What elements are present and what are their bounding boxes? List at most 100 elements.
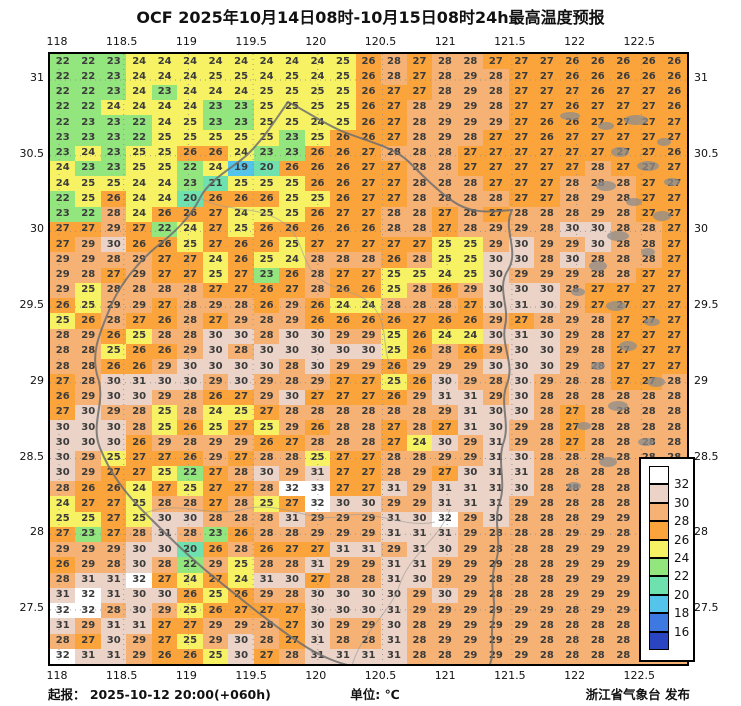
temp-cell: 26 <box>177 450 203 466</box>
temp-cell: 28 <box>610 267 637 283</box>
temp-cell: 23 <box>100 145 127 161</box>
axis-tick-label: 119 <box>175 35 197 48</box>
temp-cell: 27 <box>202 221 229 237</box>
temp-cell: 27 <box>559 84 586 100</box>
temp-cell: 25 <box>432 237 458 253</box>
axis-tick-label: 120.5 <box>364 669 397 682</box>
temp-cell: 28 <box>406 176 433 192</box>
temp-cell: 27 <box>330 481 356 497</box>
temp-cell: 26 <box>253 542 280 558</box>
temp-cell: 27 <box>508 69 535 85</box>
temp-cell: 29 <box>406 603 433 619</box>
temp-cell: 28 <box>585 176 611 192</box>
temp-cell: 29 <box>126 267 152 283</box>
temp-cell: 31 <box>457 481 484 497</box>
temp-cell: 28 <box>483 191 509 207</box>
temp-cell: 30 <box>75 435 101 451</box>
temp-cell: 27 <box>457 298 484 314</box>
temp-cell: 31 <box>406 542 433 558</box>
temp-cell: 28 <box>381 404 407 420</box>
temp-cell: 29 <box>508 618 535 634</box>
temp-cell: 28 <box>100 282 127 298</box>
temp-cell: 31 <box>457 420 484 436</box>
temp-cell: 29 <box>432 359 458 375</box>
temp-cell: 27 <box>279 618 305 634</box>
temp-cell: 23 <box>100 84 127 100</box>
temp-cell: 28 <box>151 328 178 344</box>
temp-cell: 23 <box>100 69 127 85</box>
temp-cell: 28 <box>610 191 637 207</box>
temp-cell: 28 <box>432 176 458 192</box>
temp-cell: 27 <box>355 191 382 207</box>
temp-cell: 29 <box>559 237 586 253</box>
temp-cell: 26 <box>355 84 382 100</box>
colorbar-swatch <box>649 521 669 540</box>
temp-cell: 30 <box>253 359 280 375</box>
temp-cell: 25 <box>202 648 229 664</box>
temp-cell: 30 <box>534 343 560 359</box>
axis-tick-label: 120.5 <box>364 35 397 48</box>
temp-cell: 28 <box>355 435 382 451</box>
temp-cell: 27 <box>661 176 687 192</box>
temp-cell: 25 <box>151 145 178 161</box>
temp-cell: 24 <box>202 160 229 176</box>
temp-cell: 30 <box>355 603 382 619</box>
temp-cell: 24 <box>177 221 203 237</box>
temp-cell: 29 <box>559 542 586 558</box>
temp-cell: 29 <box>330 328 356 344</box>
temp-cell: 30 <box>126 587 152 603</box>
temp-cell: 29 <box>100 404 127 420</box>
temp-cell: 26 <box>381 359 407 375</box>
temp-cell: 23 <box>228 115 254 131</box>
temp-cell: 27 <box>355 237 382 253</box>
temp-cell: 31 <box>483 496 509 512</box>
temp-cell: 30 <box>585 221 611 237</box>
temp-cell: 29 <box>457 374 484 390</box>
temp-cell: 28 <box>610 176 637 192</box>
colorbar-swatch <box>649 576 669 595</box>
temp-cell: 25 <box>228 69 254 85</box>
temp-cell: 27 <box>610 374 637 390</box>
temp-cell: 30 <box>151 374 178 390</box>
temp-cell: 28 <box>483 69 509 85</box>
temp-cell: 30 <box>100 374 127 390</box>
temp-cell: 29 <box>100 298 127 314</box>
temp-cell: 26 <box>279 267 305 283</box>
temp-cell: 27 <box>483 145 509 161</box>
temp-cell: 27 <box>508 145 535 161</box>
temp-cell: 27 <box>355 267 382 283</box>
temp-cell: 29 <box>483 115 509 131</box>
temp-cell: 28 <box>508 206 535 222</box>
temp-cell: 25 <box>202 69 229 85</box>
temp-cell: 27 <box>253 648 280 664</box>
temp-cell: 25 <box>253 496 280 512</box>
temp-cell: 28 <box>406 618 433 634</box>
temp-cell: 29 <box>457 542 484 558</box>
temp-cell: 25 <box>126 160 152 176</box>
temp-cell: 30 <box>75 420 101 436</box>
temp-cell: 27 <box>228 603 254 619</box>
temp-cell: 29 <box>508 648 535 664</box>
temp-cell: 28 <box>585 313 611 329</box>
temp-cell: 23 <box>279 145 305 161</box>
colorbar-label: 26 <box>674 532 690 547</box>
temp-cell: 28 <box>100 206 127 222</box>
temp-cell: 29 <box>559 267 586 283</box>
temp-cell: 28 <box>585 420 611 436</box>
temp-cell: 26 <box>228 237 254 253</box>
temp-cell: 28 <box>126 404 152 420</box>
temp-cell: 23 <box>202 115 229 131</box>
temp-cell: 28 <box>559 465 586 481</box>
temp-cell: 28 <box>610 450 637 466</box>
temp-cell: 29 <box>457 282 484 298</box>
temp-cell: 28 <box>483 572 509 588</box>
temp-cell: 25 <box>50 511 76 527</box>
temp-cell: 27 <box>355 206 382 222</box>
temp-cell: 24 <box>126 191 152 207</box>
temp-cell: 27 <box>228 450 254 466</box>
temp-cell: 28 <box>559 450 586 466</box>
temp-cell: 27 <box>559 130 586 146</box>
temp-cell: 24 <box>151 191 178 207</box>
temp-cell: 28 <box>279 374 305 390</box>
temp-cell: 27 <box>50 374 76 390</box>
